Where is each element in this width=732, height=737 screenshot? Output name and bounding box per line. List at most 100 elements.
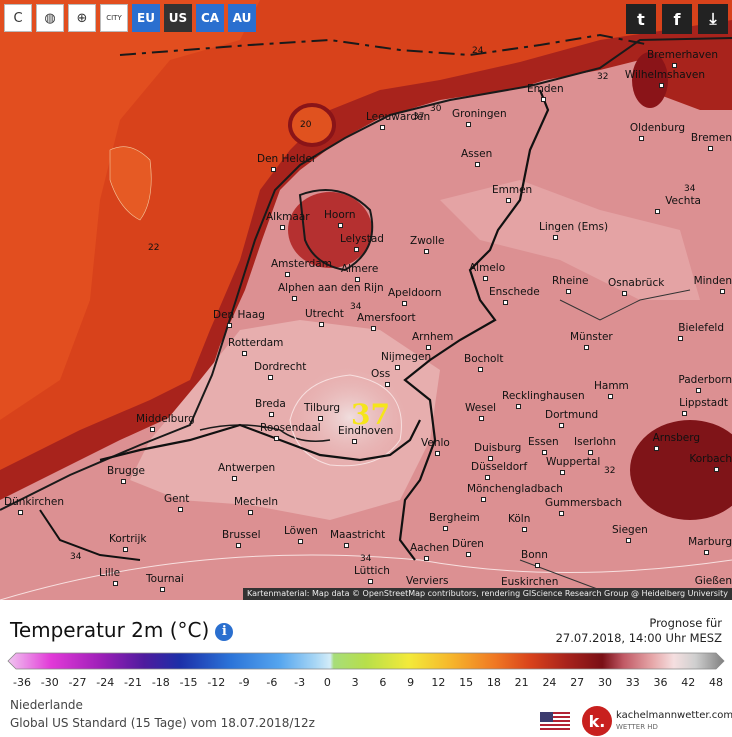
- border-nl-de: [398, 89, 550, 561]
- kachelmann-logo-icon[interactable]: k.: [582, 706, 612, 736]
- city-label: Recklinghausen: [502, 390, 585, 402]
- legend-title: Temperatur 2m (°C) i: [10, 618, 234, 642]
- city-icon[interactable]: CITY: [100, 4, 128, 32]
- city-label: Hoorn: [324, 209, 356, 221]
- isoline-label: 24: [472, 46, 484, 56]
- city-marker: [588, 450, 593, 455]
- region-au-button[interactable]: AU: [228, 4, 256, 32]
- brand-label[interactable]: kachelmannwetter.com WETTER HD: [616, 710, 732, 733]
- region-eu-button[interactable]: EU: [132, 4, 160, 32]
- city-marker: [160, 587, 165, 592]
- city-label: Korbach: [689, 453, 732, 465]
- city-marker: [559, 511, 564, 516]
- city-marker: [371, 326, 376, 331]
- city-marker: [560, 470, 565, 475]
- city-label: Dortmund: [545, 409, 599, 421]
- legend-unit: (°C): [169, 618, 210, 642]
- city-marker: [354, 247, 359, 252]
- map-credit[interactable]: Kartenmaterial: Map data © OpenStreetMap…: [242, 588, 732, 600]
- city-marker: [443, 526, 448, 531]
- scale-tick: -6: [266, 676, 278, 689]
- us-flag-icon[interactable]: [540, 712, 570, 730]
- isoline-ijsselmeer: [298, 189, 374, 272]
- zoom-icon[interactable]: ⊕: [68, 4, 96, 32]
- city-label: Den Haag: [213, 309, 265, 321]
- scale-tick: 9: [407, 676, 415, 689]
- scale-tick: 18: [486, 676, 501, 689]
- forecast-time-block: Prognose für 27.07.2018, 14:00 Uhr MESZ: [556, 616, 722, 646]
- city-marker: [274, 436, 279, 441]
- refresh-icon[interactable]: C: [4, 4, 32, 32]
- city-marker: [385, 382, 390, 387]
- city-label: Almelo: [469, 262, 506, 274]
- city-label: Brugge: [107, 465, 145, 477]
- city-label: Assen: [461, 148, 493, 160]
- info-icon[interactable]: i: [215, 623, 234, 641]
- city-marker: [678, 336, 683, 341]
- facebook-icon[interactable]: f: [662, 4, 692, 34]
- isoline-south: [0, 554, 732, 600]
- download-icon[interactable]: ⤓: [698, 4, 728, 34]
- globe-icon[interactable]: ◍: [36, 4, 64, 32]
- city-marker: [708, 146, 713, 151]
- city-marker: [227, 323, 232, 328]
- twitter-icon[interactable]: t: [626, 4, 656, 34]
- city-label: Alphen aan den Rijn: [278, 282, 384, 294]
- city-label: Lille: [99, 567, 121, 579]
- warm-zone-east: [440, 180, 700, 300]
- city-label: Wuppertal: [546, 456, 601, 468]
- city-marker: [639, 136, 644, 141]
- city-label: Düren: [452, 538, 484, 550]
- city-marker: [271, 167, 276, 172]
- city-marker: [318, 416, 323, 421]
- scale-tick: -30: [40, 676, 59, 689]
- city-label: Wesel: [465, 402, 497, 414]
- color-scale: [7, 652, 725, 670]
- city-label: Vechta: [665, 195, 701, 207]
- scale-ticks: -36 -30 -27 -24 -21 -18 -15 -12 -9 -6 -3 0 3 6 9 12 15 18…: [0, 676, 732, 692]
- scale-tick: -9: [238, 676, 250, 689]
- city-marker: [488, 456, 493, 461]
- city-marker: [714, 467, 719, 472]
- legend-title-text: Temperatur 2m: [10, 618, 164, 642]
- city-label: Enschede: [489, 286, 540, 298]
- city-marker: [626, 538, 631, 543]
- city-label: Oldenburg: [629, 122, 685, 134]
- scale-tick: -15: [179, 676, 198, 689]
- scale-tick: -18: [151, 676, 170, 689]
- temperature-map[interactable]: Bremerhaven Wilhelmshaven Emden Oldenburg Br…: [0, 0, 732, 600]
- city-marker: [292, 296, 297, 301]
- city-label: Alkmaar: [266, 211, 310, 223]
- city-marker: [516, 404, 521, 409]
- city-label: Kortrijk: [109, 533, 147, 545]
- hot-spot-north: [632, 52, 668, 108]
- city-label: Tournai: [146, 573, 184, 585]
- city-marker: [566, 289, 571, 294]
- city-marker: [559, 423, 564, 428]
- city-label: Zwolle: [410, 235, 445, 247]
- city-marker: [622, 291, 627, 296]
- scale-tick: -21: [124, 676, 143, 689]
- city-marker: [435, 451, 440, 456]
- city-marker: [236, 543, 241, 548]
- city-marker: [655, 209, 660, 214]
- city-label: Oss: [371, 368, 391, 380]
- region-name: Niederlande: [10, 698, 83, 712]
- city-label: Bremerhaven: [647, 49, 718, 61]
- region-ca-button[interactable]: CA: [196, 4, 224, 32]
- city-marker: [338, 223, 343, 228]
- city-marker: [424, 249, 429, 254]
- city-label: Münster: [570, 331, 613, 343]
- city-marker: [542, 450, 547, 455]
- city-label: Essen: [528, 436, 559, 448]
- region-us-button[interactable]: US: [164, 4, 192, 32]
- city-label: Bremen: [690, 132, 732, 144]
- scale-tick: -3: [294, 676, 306, 689]
- city-label: Wilhelmshaven: [624, 69, 705, 81]
- city-label: Dünkirchen: [4, 496, 65, 508]
- forecast-label: Prognose für: [649, 616, 722, 630]
- city-label: Lelystad: [340, 233, 384, 245]
- city-marker: [18, 510, 23, 515]
- city-label: Amsterdam: [271, 258, 332, 270]
- isoline-label: 30: [430, 104, 442, 114]
